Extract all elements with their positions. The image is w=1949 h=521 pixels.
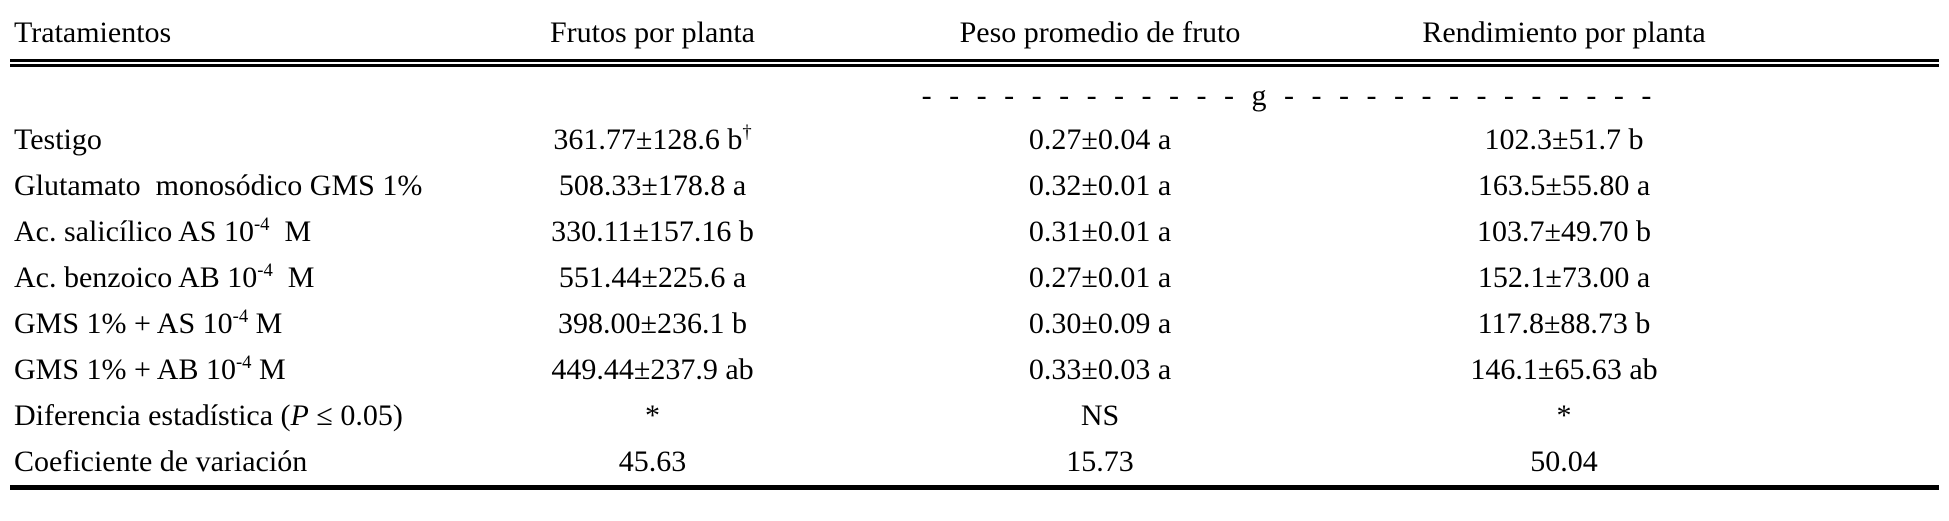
text-segment: 50.04 [1530,445,1598,478]
table-row: Diferencia estadística (P ≤ 0.05) * NS * [10,393,1939,439]
rendimiento-cell: 102.3±51.7 b [1325,117,1939,163]
col-header-tratamientos: Tratamientos [10,4,430,67]
text-segment: 146.1±65.63 ab [1470,353,1658,386]
text-segment: 551.44±225.6 a [558,261,747,294]
table-header: Tratamientos Frutos por planta Peso prom… [10,4,1939,67]
superscript: -4 [253,214,270,235]
text-segment: M [251,353,286,386]
table-row: Ac. benzoico AB 10-4 M 551.44±225.6 a 0.27… [10,255,1939,301]
rendimiento-cell: 103.7±49.70 b [1325,209,1939,255]
treatment-cell: Ac. benzoico AB 10-4 M [10,255,430,301]
text-segment: M [272,261,315,294]
text-segment: 0.27±0.04 a [1028,123,1172,156]
text-segment: 0.33±0.03 a [1028,353,1172,386]
text-segment: 163.5±55.80 a [1477,169,1651,202]
text-segment: * [1556,399,1572,432]
text-segment: Diferencia estadística ( [14,399,291,432]
superscript: † [742,122,752,143]
text-segment: 330.11±157.16 b [551,215,754,248]
table-body: - - - - - - - - - - - - g - - - - - - - … [10,63,1939,488]
text-segment: 508.33±178.8 a [558,169,747,202]
text-segment: 361.77±128.6 b [553,123,743,156]
rendimiento-cell: 146.1±65.63 ab [1325,347,1939,393]
peso-promedio-cell: 15.73 [875,439,1325,488]
treatment-cell: GMS 1% + AS 10-4 M [10,301,430,347]
text-segment: NS [1080,399,1120,432]
text-segment: 0.32±0.01 a [1028,169,1172,202]
treatment-cell: Diferencia estadística (P ≤ 0.05) [10,393,430,439]
frutos-por-planta-cell: * [430,393,875,439]
peso-promedio-cell: 0.27±0.01 a [875,255,1325,301]
frutos-por-planta-cell: 361.77±128.6 b† [430,117,875,163]
text-segment: ≤ 0.05) [308,399,403,432]
peso-promedio-cell: 0.30±0.09 a [875,301,1325,347]
superscript: -4 [235,352,252,373]
peso-promedio-cell: NS [875,393,1325,439]
results-table: Tratamientos Frutos por planta Peso prom… [10,4,1939,490]
table-row: Testigo 361.77±128.6 b† 0.27±0.04 a 102.3±5… [10,117,1939,163]
treatment-cell: GMS 1% + AB 10-4 M [10,347,430,393]
treatment-cell: Glutamato monosódico GMS 1% [10,163,430,209]
unit-row: - - - - - - - - - - - - g - - - - - - - … [10,63,1939,117]
frutos-por-planta-cell: 398.00±236.1 b [430,301,875,347]
treatment-cell: Testigo [10,117,430,163]
col-header-frutos-por-planta: Frutos por planta [430,4,875,67]
rendimiento-cell: 117.8±88.73 b [1325,301,1939,347]
text-segment: 117.8±88.73 b [1477,307,1651,340]
text-segment: Glutamato monosódico GMS 1% [14,169,423,202]
superscript: -4 [232,306,249,327]
col-header-peso-promedio-de-fruto: Peso promedio de fruto [875,4,1325,67]
frutos-por-planta-cell: 508.33±178.8 a [430,163,875,209]
rendimiento-cell: 163.5±55.80 a [1325,163,1939,209]
text-segment: M [248,307,283,340]
text-segment: 102.3±51.7 b [1484,123,1644,156]
text-segment: 449.44±237.9 ab [551,353,754,386]
rendimiento-cell: 152.1±73.00 a [1325,255,1939,301]
text-segment: 15.73 [1066,445,1134,478]
text-segment: Testigo [14,123,102,156]
text-segment: 103.7±49.70 b [1477,215,1651,248]
text-segment: * [645,399,660,432]
superscript: -4 [257,260,273,281]
peso-promedio-cell: 0.27±0.04 a [875,117,1325,163]
peso-promedio-cell: 0.33±0.03 a [875,347,1325,393]
table-row: GMS 1% + AS 10-4 M 398.00±236.1 b 0.30±0.0… [10,301,1939,347]
rendimiento-cell: * [1325,393,1939,439]
frutos-por-planta-cell: 330.11±157.16 b [430,209,875,255]
table-row: Coeficiente de variación 45.63 15.73 50.04 [10,439,1939,488]
header-row: Tratamientos Frutos por planta Peso prom… [10,4,1939,67]
text-segment: 398.00±236.1 b [558,307,747,340]
text-segment: 152.1±73.00 a [1477,261,1651,294]
frutos-por-planta-cell: 551.44±225.6 a [430,255,875,301]
table-row: Glutamato monosódico GMS 1% 508.33±178.8 … [10,163,1939,209]
treatment-cell: Ac. salicílico AS 10-4 M [10,209,430,255]
unit-row-empty-cell [430,63,875,117]
text-segment: P [290,399,309,432]
text-segment: 0.27±0.01 a [1028,261,1172,294]
text-segment: GMS 1% + AB 10 [14,353,236,386]
text-segment: Coeficiente de variación [14,445,308,478]
table-row: GMS 1% + AB 10-4 M 449.44±237.9 ab 0.33±0.… [10,347,1939,393]
text-segment: Ac. benzoico AB 10 [14,261,258,294]
peso-promedio-cell: 0.32±0.01 a [875,163,1325,209]
text-segment: 45.63 [618,445,687,478]
frutos-por-planta-cell: 449.44±237.9 ab [430,347,875,393]
unit-gram-label: - - - - - - - - - - - - g - - - - - - - … [921,79,1657,112]
frutos-por-planta-cell: 45.63 [430,439,875,488]
peso-promedio-cell: 0.31±0.01 a [875,209,1325,255]
text-segment: M [269,215,312,248]
table-row: Ac. salicílico AS 10-4 M 330.11±157.16 b 0… [10,209,1939,255]
text-segment: 0.31±0.01 a [1028,215,1172,248]
col-header-rendimiento-por-planta: Rendimiento por planta [1325,4,1939,67]
text-segment: 0.30±0.09 a [1028,307,1172,340]
treatment-cell: Coeficiente de variación [10,439,430,488]
rendimiento-cell: 50.04 [1325,439,1939,488]
text-segment: GMS 1% + AS 10 [14,307,233,340]
unit-row-empty-cell [10,63,430,117]
text-segment: Ac. salicílico AS 10 [14,215,254,248]
